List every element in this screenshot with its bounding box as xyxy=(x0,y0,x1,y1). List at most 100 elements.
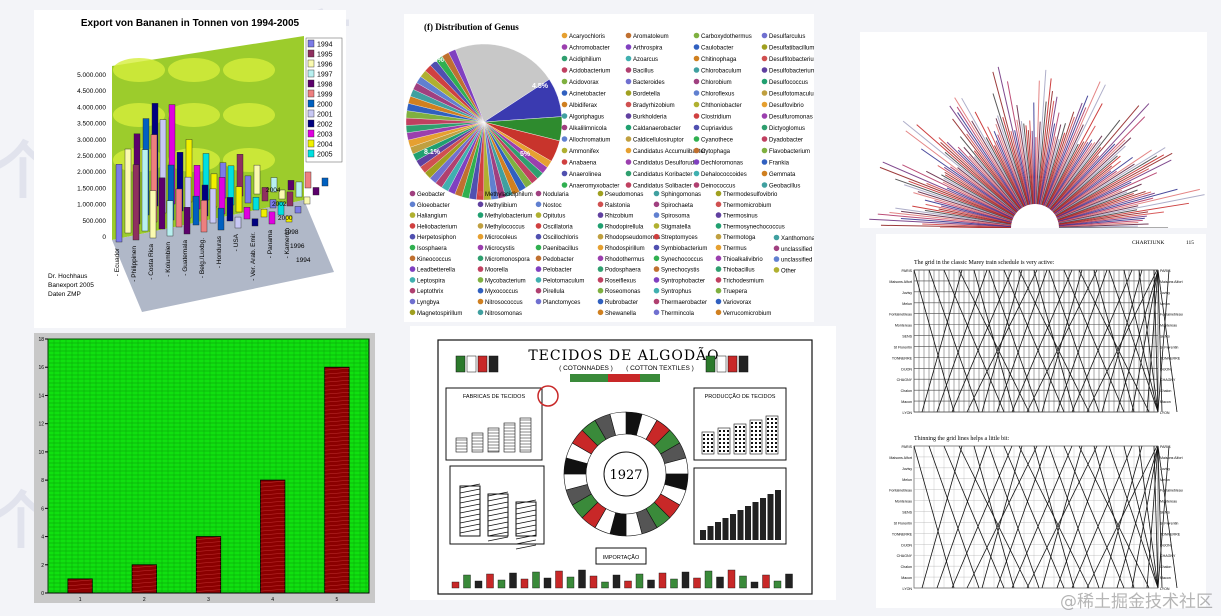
green-bar-chart: 0 2 4 6 8 10 12 14 16 18 1 2 3 4 5 xyxy=(34,333,375,603)
bar-check xyxy=(751,426,753,428)
bar-check xyxy=(771,434,773,436)
bar-check xyxy=(775,418,777,420)
bar-hatch xyxy=(459,518,481,524)
legend-dot xyxy=(561,113,568,119)
bar xyxy=(624,580,632,589)
bar xyxy=(124,148,132,234)
y-tick-label: 10 xyxy=(38,450,44,456)
legend-dot xyxy=(715,212,722,218)
legend-label: Pseudomonas xyxy=(605,192,643,198)
pie-slice xyxy=(455,43,550,123)
legend-label: Streptomyces xyxy=(661,235,698,241)
station-label: St Florentin xyxy=(894,345,912,349)
bar-hatch xyxy=(324,571,350,575)
station-label: Melun xyxy=(1160,478,1170,482)
train-line xyxy=(1033,269,1075,413)
bar xyxy=(235,186,243,213)
legend-label: Heliobacterium xyxy=(417,224,457,230)
donut-segment xyxy=(609,411,627,436)
legend-label: Dictyoglomus xyxy=(769,126,805,132)
bar xyxy=(115,164,123,243)
legend-label: Candidatus Solibacter xyxy=(633,184,692,190)
bar-check xyxy=(707,434,709,436)
train-line xyxy=(921,445,963,589)
bar-hatch xyxy=(260,556,285,560)
train-line xyxy=(1108,445,1159,589)
station-label: TONNERRE xyxy=(1160,532,1181,536)
legend-dot xyxy=(535,298,542,305)
legend-label: Herpetosiphon xyxy=(417,235,456,241)
legend-dot xyxy=(653,223,660,229)
legend-dot xyxy=(561,159,568,165)
station-label: St Florentin xyxy=(894,521,912,525)
legend-dot xyxy=(535,212,542,218)
bar-check xyxy=(755,442,757,444)
bar-hatch xyxy=(324,451,350,455)
chart-title: TECIDOS DE ALGODÃO xyxy=(528,346,719,364)
bar-hatch xyxy=(260,524,285,528)
backdrop-banana xyxy=(223,58,275,82)
legend-label: Chthoniobacter xyxy=(701,103,742,109)
train-line xyxy=(936,445,988,589)
legend-dot xyxy=(653,233,660,240)
bar xyxy=(474,580,483,589)
legend-label: Rhodopseudomonas xyxy=(605,235,660,241)
bar-hatch xyxy=(324,495,350,499)
y-tick-label: 1.000.000 xyxy=(77,202,106,209)
legend-label: Bacillus xyxy=(633,69,654,75)
bar xyxy=(209,188,217,224)
bar-hatch xyxy=(515,534,537,540)
train-line xyxy=(973,269,1015,413)
train-line xyxy=(1071,269,1133,413)
bar-check xyxy=(735,450,737,452)
bar-check xyxy=(739,446,741,448)
legend-dot xyxy=(597,298,604,305)
fan-line xyxy=(1034,194,1205,228)
legend-label: Cupriavidus xyxy=(701,126,733,132)
legend-dot xyxy=(715,223,722,229)
train-line xyxy=(1157,445,1163,589)
bar-hatch xyxy=(324,387,350,391)
legend-dot xyxy=(693,136,700,142)
bar xyxy=(707,526,714,540)
bar xyxy=(670,578,678,589)
station-label: SENS xyxy=(1160,511,1170,515)
bar xyxy=(234,216,242,229)
legend-dot xyxy=(653,201,660,208)
bar xyxy=(767,494,774,540)
station-label: PARIS xyxy=(1160,269,1171,273)
bar-check xyxy=(775,422,777,424)
bar-hatch xyxy=(324,407,350,411)
legend-dot xyxy=(561,147,568,154)
legend-label: Pedobacter xyxy=(543,257,574,263)
y-tick-label: 14 xyxy=(38,393,44,399)
legend-label: Thermaerobacter xyxy=(661,300,707,306)
bar-hatch xyxy=(324,391,350,395)
bar-check xyxy=(755,434,757,436)
legend-label: Bacteroides xyxy=(633,80,665,86)
y-tick-label: 2.000.000 xyxy=(77,169,106,176)
train-line xyxy=(1093,445,1135,589)
page-number: 115 xyxy=(1186,240,1194,246)
x-tick-label: 3 xyxy=(207,597,210,603)
station-label: LYON xyxy=(902,411,912,415)
z-tick-label: 1996 xyxy=(290,243,305,250)
bar xyxy=(149,190,157,239)
legend-label: Bordetella xyxy=(633,92,661,98)
legend-dot xyxy=(597,266,604,272)
legend-label: Nitrosococcus xyxy=(485,300,523,306)
x-tick-label: - Kamerun xyxy=(284,228,291,259)
bar-check xyxy=(703,450,705,452)
bar-hatch xyxy=(260,516,285,520)
station-label: Chalon xyxy=(901,389,912,393)
y-tick-label: 3.000.000 xyxy=(77,137,106,144)
bar-check xyxy=(739,426,741,428)
legend-dot xyxy=(409,233,416,240)
bar-check xyxy=(751,430,753,432)
bar-hatch xyxy=(487,506,509,512)
legend-dot xyxy=(561,90,568,96)
bar xyxy=(722,518,729,540)
flag-block xyxy=(738,355,749,373)
bar-check xyxy=(775,446,777,448)
legend-dot xyxy=(625,147,632,154)
